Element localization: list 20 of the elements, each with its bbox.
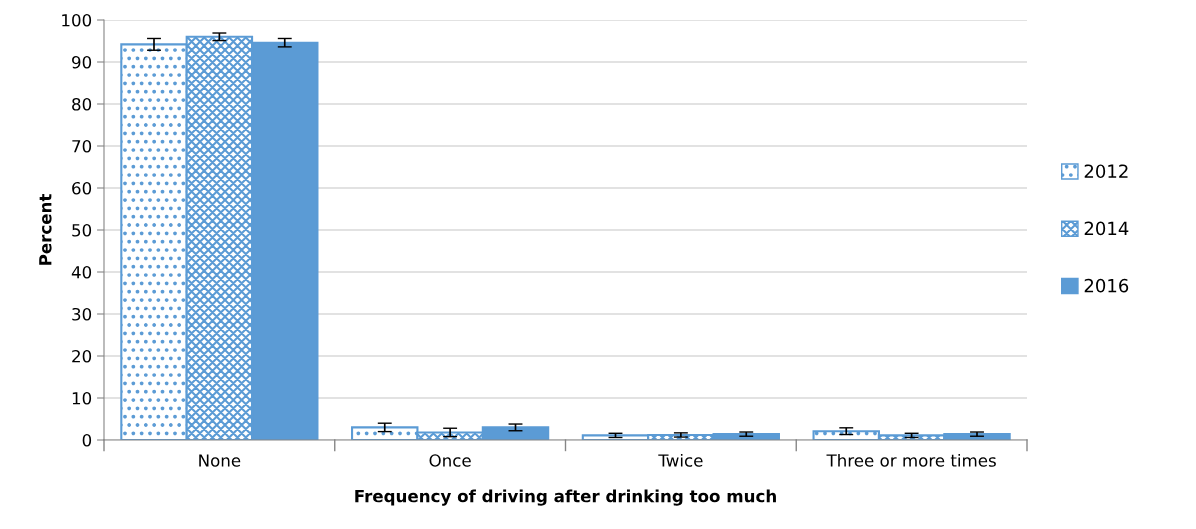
y-tick-label: 70 [72, 139, 92, 153]
x-tick-label: Once [429, 454, 471, 467]
y-tick-label: 100 [62, 13, 92, 27]
legend-label: 2016 [1084, 278, 1129, 293]
y-tick-label: 10 [72, 391, 92, 405]
y-tick-label: 40 [71, 265, 92, 279]
y-tick-label: 0 [82, 433, 92, 447]
y-axis-title: Percent [39, 194, 52, 265]
legend-label: 2012 [1084, 164, 1128, 179]
y-tick-label: 80 [72, 97, 92, 111]
y-tick-label: 20 [72, 349, 92, 363]
legend-label: 2014 [1084, 221, 1129, 236]
y-tick-label: 30 [72, 307, 92, 321]
y-tick-label: 50 [72, 223, 92, 237]
x-tick-label: Twice [658, 453, 703, 467]
x-axis-title: Frequency of driving after drinking too much [355, 489, 776, 506]
x-tick-label: None [199, 454, 241, 467]
y-tick-label: 60 [72, 181, 92, 195]
y-tick-label: 90 [72, 55, 92, 69]
x-tick-label: Three or more times [826, 453, 996, 467]
